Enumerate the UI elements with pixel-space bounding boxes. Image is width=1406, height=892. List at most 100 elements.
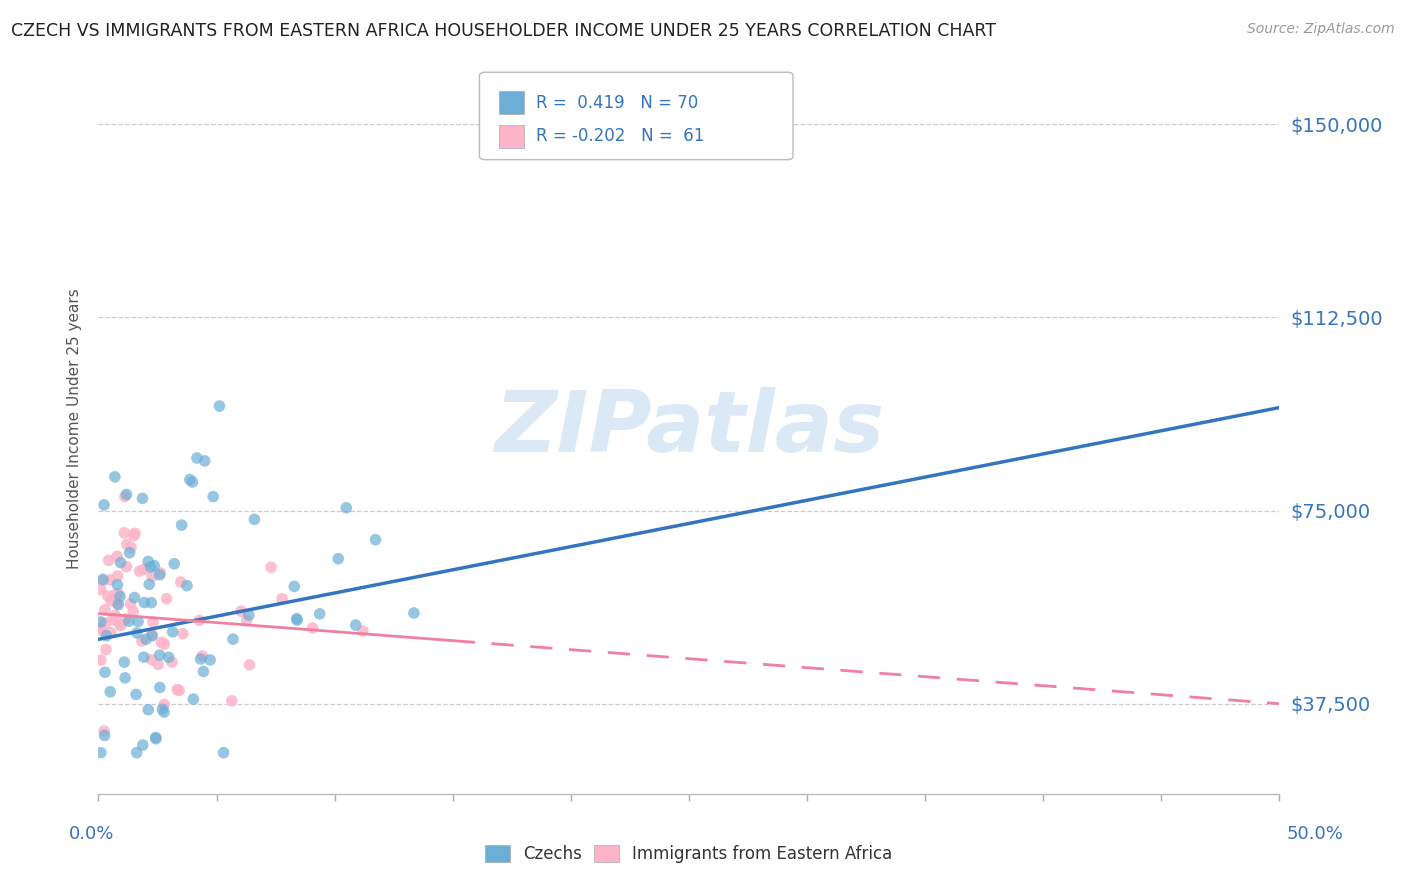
Point — [105, 549, 128, 564]
Point — [157, 650, 180, 665]
Point — [132, 738, 155, 752]
Point — [149, 567, 172, 582]
Point — [101, 613, 124, 627]
Point — [141, 629, 163, 643]
Point — [115, 487, 138, 501]
Point — [141, 653, 163, 667]
Point — [150, 635, 173, 649]
Point — [238, 657, 260, 672]
Point — [402, 606, 425, 620]
Point — [271, 591, 294, 606]
Point — [153, 637, 176, 651]
Text: ZIPatlas: ZIPatlas — [494, 386, 884, 470]
Point — [160, 655, 183, 669]
Point — [105, 578, 128, 592]
Point — [344, 618, 367, 632]
Point — [90, 582, 112, 597]
Point — [335, 500, 357, 515]
Text: CZECH VS IMMIGRANTS FROM EASTERN AFRICA HOUSEHOLDER INCOME UNDER 25 YEARS CORREL: CZECH VS IMMIGRANTS FROM EASTERN AFRICA … — [11, 22, 997, 40]
Point — [148, 657, 170, 672]
Legend: Czechs, Immigrants from Eastern Africa: Czechs, Immigrants from Eastern Africa — [478, 838, 900, 870]
Point — [108, 590, 131, 604]
Point — [125, 746, 148, 760]
Y-axis label: Householder Income Under 25 years: Householder Income Under 25 years — [67, 288, 83, 568]
Point — [91, 573, 114, 587]
Point — [141, 596, 163, 610]
Point — [120, 597, 142, 611]
Point — [112, 525, 135, 540]
Point — [94, 642, 117, 657]
Point — [98, 685, 121, 699]
Point — [93, 724, 115, 739]
Point — [162, 624, 184, 639]
Point — [110, 618, 132, 632]
Point — [100, 593, 122, 607]
Point — [283, 579, 305, 593]
Point — [132, 650, 155, 665]
Point — [90, 653, 112, 667]
Point — [114, 490, 136, 504]
Point — [115, 559, 138, 574]
Point — [103, 588, 125, 602]
Point — [107, 597, 129, 611]
Point — [181, 475, 204, 489]
Point — [97, 553, 120, 567]
Text: R =  0.419   N = 70: R = 0.419 N = 70 — [536, 94, 697, 112]
Point — [308, 607, 330, 621]
Point — [98, 573, 121, 587]
Point — [91, 574, 114, 588]
Point — [179, 473, 201, 487]
Point — [122, 528, 145, 542]
Point — [104, 470, 127, 484]
Point — [176, 579, 198, 593]
Point — [110, 556, 132, 570]
Point — [301, 621, 323, 635]
Point — [229, 604, 252, 618]
Point — [112, 655, 135, 669]
Point — [124, 526, 146, 541]
Point — [136, 703, 159, 717]
Point — [153, 698, 176, 712]
Point — [149, 681, 172, 695]
Point — [143, 558, 166, 573]
Point — [104, 608, 127, 623]
Point — [141, 569, 163, 583]
Point — [131, 634, 153, 648]
Point — [142, 615, 165, 629]
Point — [172, 626, 194, 640]
Point — [114, 612, 136, 626]
Point — [150, 702, 173, 716]
Point — [139, 560, 162, 574]
Point — [91, 624, 114, 638]
Point — [156, 591, 179, 606]
Point — [128, 564, 150, 578]
Point — [135, 632, 157, 647]
Point — [222, 632, 245, 647]
Point — [260, 560, 283, 574]
Point — [107, 587, 129, 601]
Point — [153, 705, 176, 719]
Point — [149, 566, 172, 580]
Point — [100, 625, 122, 640]
Point — [190, 652, 212, 666]
Point — [208, 399, 231, 413]
Point — [191, 648, 214, 663]
Point — [170, 518, 193, 533]
Text: 50.0%: 50.0% — [1286, 825, 1343, 843]
Point — [138, 577, 160, 591]
Point — [93, 498, 115, 512]
Point — [115, 537, 138, 551]
Text: R = -0.202   N =  61: R = -0.202 N = 61 — [536, 128, 704, 145]
Point — [186, 450, 208, 465]
Point — [90, 746, 112, 760]
Point — [94, 603, 117, 617]
Point — [145, 731, 167, 745]
Point — [108, 618, 131, 632]
Point — [352, 624, 374, 638]
Point — [125, 687, 148, 701]
Text: 0.0%: 0.0% — [69, 825, 114, 843]
Point — [107, 598, 129, 612]
Point — [243, 512, 266, 526]
Point — [136, 554, 159, 568]
Point — [90, 615, 112, 629]
